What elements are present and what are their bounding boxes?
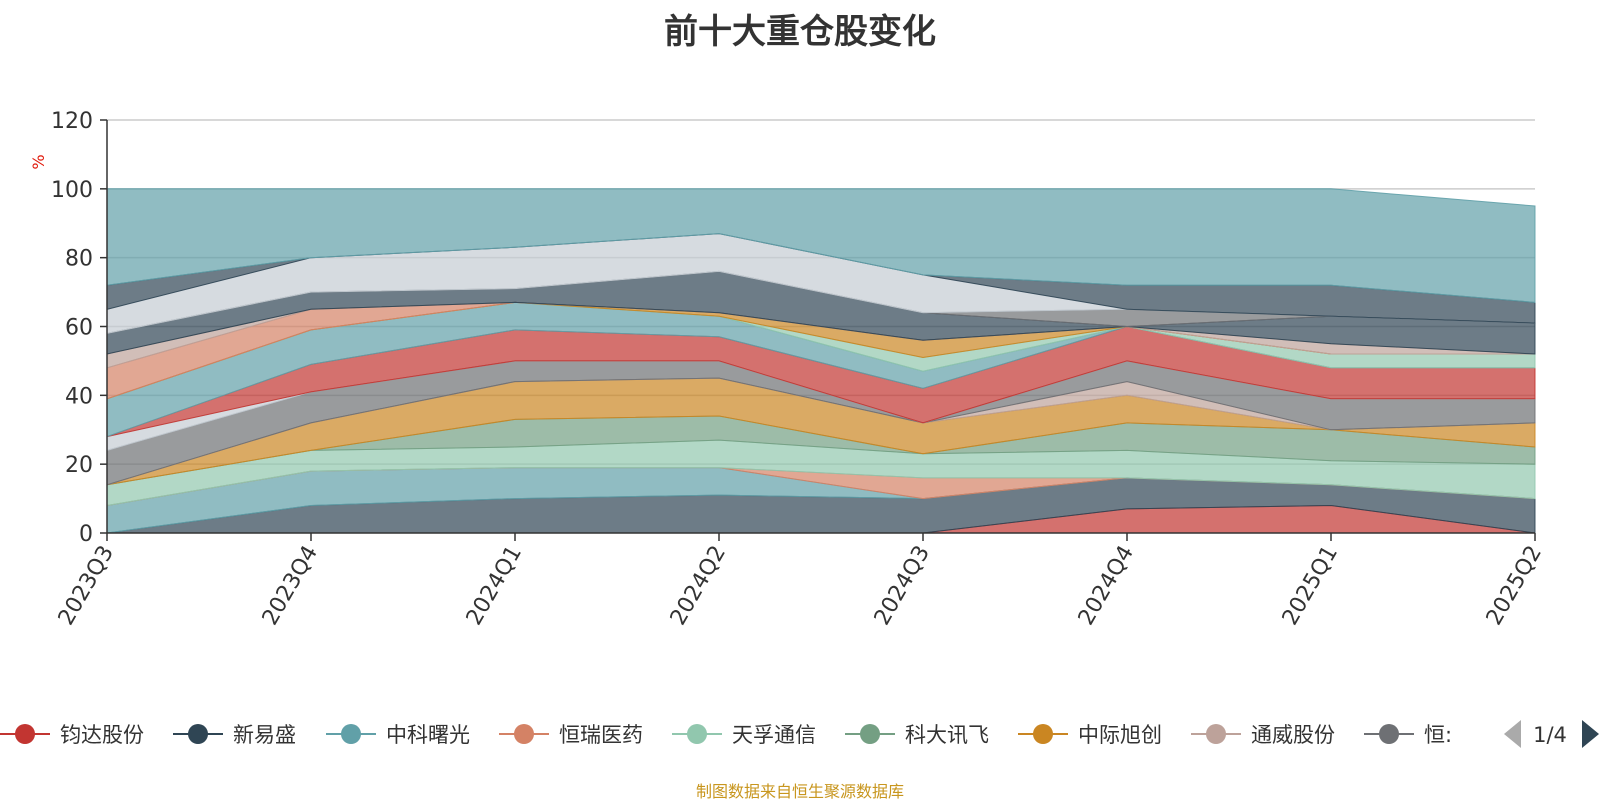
y-tick-label-20: 20 bbox=[65, 453, 93, 478]
x-tick-label-2024Q2: 2024Q2 bbox=[666, 542, 731, 630]
footer-source: 制图数据来自恒生聚源数据库 bbox=[695, 782, 904, 801]
legend-marker-2 bbox=[341, 724, 361, 744]
legend-marker-4 bbox=[687, 724, 707, 744]
x-tick-label-2024Q1: 2024Q1 bbox=[462, 542, 527, 630]
legend-item-1[interactable]: 新易盛 bbox=[173, 723, 296, 747]
x-tick-label-2025Q2: 2025Q2 bbox=[1482, 542, 1547, 630]
chart-title: 前十大重仓股变化 bbox=[664, 12, 936, 52]
legend-marker-3 bbox=[514, 724, 534, 744]
x-tick-label-2024Q3: 2024Q3 bbox=[870, 542, 935, 630]
y-axis-label: % bbox=[29, 154, 48, 169]
legend-marker-6 bbox=[1033, 724, 1053, 744]
y-tick-label-100: 100 bbox=[51, 178, 93, 203]
legend-item-7[interactable]: 通威股份 bbox=[1191, 723, 1335, 747]
area-layer bbox=[106, 188, 1536, 534]
legend-item-4[interactable]: 天孚通信 bbox=[672, 723, 816, 747]
legend-next-arrow-icon[interactable] bbox=[1582, 720, 1599, 748]
legend-marker-0 bbox=[15, 724, 35, 744]
legend-marker-7 bbox=[1206, 724, 1226, 744]
legend-page-indicator: 1/4 bbox=[1533, 723, 1567, 747]
legend-item-3[interactable]: 恒瑞医药 bbox=[499, 723, 643, 747]
legend-label-0: 钧达股份 bbox=[60, 723, 144, 747]
x-tick-label-2023Q3: 2023Q3 bbox=[54, 542, 119, 630]
legend-item-0[interactable]: 钧达股份 bbox=[0, 723, 144, 747]
legend-label-3: 恒瑞医药 bbox=[559, 723, 643, 747]
y-tick-label-0: 0 bbox=[79, 522, 93, 547]
y-tick-label-40: 40 bbox=[65, 384, 93, 409]
legend-label-2: 中科曙光 bbox=[386, 723, 470, 747]
legend-label-4: 天孚通信 bbox=[732, 723, 816, 747]
legend-marker-1 bbox=[188, 724, 208, 744]
legend-item-2[interactable]: 中科曙光 bbox=[326, 723, 470, 747]
legend-label-7: 通威股份 bbox=[1251, 723, 1335, 747]
legend-items: 钧达股份 新易盛 中科曙光 恒瑞医药 天孚通信 科大讯飞 中际旭创 通威股份 恒: bbox=[0, 723, 1452, 747]
legend-label-8: 恒: bbox=[1424, 723, 1452, 747]
y-tick-label-120: 120 bbox=[51, 109, 93, 134]
legend-layer: 钧达股份 新易盛 中科曙光 恒瑞医药 天孚通信 科大讯飞 中际旭创 通威股份 恒: 1/4 bbox=[0, 720, 1599, 748]
legend-label-1: 新易盛 bbox=[233, 723, 296, 747]
x-tick-label-2024Q4: 2024Q4 bbox=[1074, 542, 1139, 630]
area-series-20[interactable] bbox=[106, 188, 1536, 303]
legend-marker-5 bbox=[860, 724, 880, 744]
y-tick-label-60: 60 bbox=[65, 316, 93, 341]
legend-item-6[interactable]: 中际旭创 bbox=[1018, 723, 1162, 747]
legend-item-5[interactable]: 科大讯飞 bbox=[845, 723, 989, 747]
x-tick-label-2023Q4: 2023Q4 bbox=[258, 542, 323, 630]
legend-item-8[interactable]: 恒: bbox=[1364, 723, 1452, 747]
y-tick-label-80: 80 bbox=[65, 247, 93, 272]
x-tick-label-2025Q1: 2025Q1 bbox=[1278, 542, 1343, 630]
legend-label-6: 中际旭创 bbox=[1078, 723, 1162, 747]
legend-prev-arrow-icon[interactable] bbox=[1504, 720, 1521, 748]
legend-label-5: 科大讯飞 bbox=[905, 723, 989, 747]
legend-marker-8 bbox=[1379, 724, 1399, 744]
